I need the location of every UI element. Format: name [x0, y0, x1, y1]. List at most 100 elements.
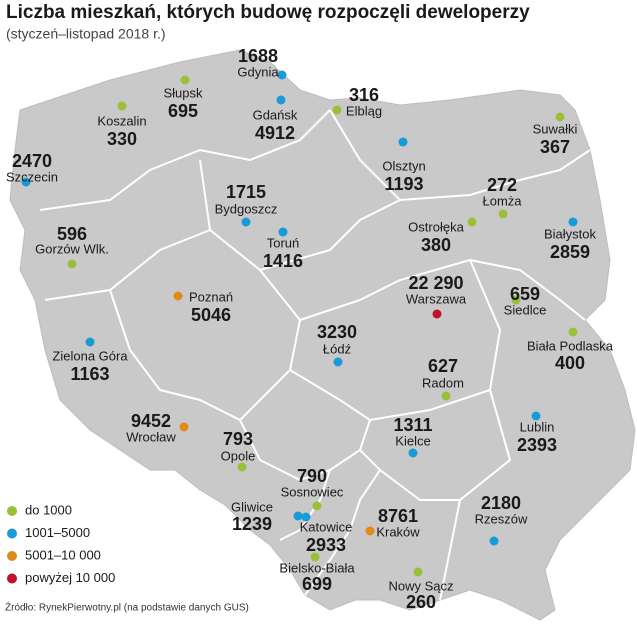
city-dot [413, 567, 423, 577]
city-dot [237, 462, 247, 472]
city-dot [555, 112, 565, 122]
legend-label: 1001–5000 [25, 525, 90, 540]
city-name: Bielsko-Biała [279, 560, 355, 575]
city-name: Katowice [300, 519, 353, 534]
city-value: 1239 [232, 514, 272, 534]
city-name: Gdańsk [253, 107, 298, 122]
city-value: 2933 [306, 535, 346, 555]
city-value: 272 [487, 175, 517, 195]
city-value: 9452 [131, 411, 171, 431]
city-value: 380 [421, 235, 451, 255]
city-name: Gorzów Wlk. [35, 241, 109, 256]
city-value: 793 [223, 429, 253, 449]
legend-label: 5001–10 000 [25, 547, 101, 562]
city-dot [173, 291, 183, 301]
city-name: Opole [221, 448, 256, 463]
city-value: 659 [510, 284, 540, 304]
city-value: 790 [297, 466, 327, 486]
city-value: 1311 [393, 415, 432, 435]
city-dot [67, 259, 77, 269]
city-name: Nowy Sącz [388, 578, 453, 593]
city-dot [241, 217, 251, 227]
city-value: 4912 [255, 123, 295, 143]
legend-dot [7, 506, 17, 516]
city-name: Toruń [267, 235, 300, 250]
city-name: Kraków [376, 524, 420, 539]
city-name: Białystok [544, 226, 597, 241]
city-name: Rzeszów [475, 511, 528, 526]
city-dot [312, 501, 322, 511]
city-value: 695 [168, 101, 198, 121]
city-value: 2470 [12, 151, 52, 171]
city-value: 22 290 [408, 273, 463, 293]
city-value: 1416 [263, 251, 303, 271]
city-name: Bydgoszcz [215, 201, 278, 216]
city-dot [568, 327, 578, 337]
city-name: Koszalin [97, 113, 146, 128]
city-dot [489, 536, 499, 546]
city-dot [301, 512, 311, 522]
city-value: 627 [428, 356, 458, 376]
legend-dot [7, 528, 17, 539]
city-dot [398, 137, 408, 147]
city-name: Radom [422, 375, 464, 390]
city-value: 2180 [481, 493, 521, 513]
city-dot [293, 511, 303, 521]
city-dot [432, 309, 442, 319]
city-dot [276, 95, 286, 105]
city-dot [511, 295, 521, 305]
legend-dot [7, 573, 17, 584]
city-value: 2393 [517, 435, 557, 455]
city-name: Suwałki [533, 121, 578, 136]
city-name: Łódź [323, 341, 351, 356]
city-name: Łomża [482, 193, 522, 208]
city-value: 1163 [70, 364, 109, 384]
source: Źródło: RynekPierwotny.pl (na podstawie … [5, 601, 249, 614]
city-dot [21, 177, 31, 187]
city-name: Poznań [189, 289, 233, 304]
city-dot [310, 552, 320, 562]
city-value: 1688 [238, 46, 278, 66]
city-dot [365, 526, 375, 536]
city-value: 699 [302, 574, 332, 594]
city-dot [179, 422, 189, 432]
title: Liczba mieszkań, których budowę rozpoczę… [6, 2, 530, 23]
city-dot [408, 448, 418, 458]
city-value: 5046 [191, 305, 231, 325]
city-name: Lublin [520, 419, 555, 434]
city-value: 260 [406, 592, 436, 612]
city-dot [117, 101, 127, 111]
city-name: Wrocław [126, 429, 176, 444]
city-dot [333, 357, 343, 367]
city-value: 3230 [317, 322, 357, 342]
city-dot [441, 391, 451, 401]
city-value: 330 [107, 129, 137, 149]
city-name: Ostrołęka [408, 219, 464, 234]
city-dot [278, 227, 288, 237]
legend-dot [7, 551, 17, 561]
city-dot [568, 217, 578, 227]
city-dot [180, 75, 190, 85]
city-value: 400 [555, 353, 585, 373]
city-name: Szczecin [6, 169, 58, 184]
city-name: Gliwice [231, 499, 273, 514]
city-name: Sosnowiec [281, 484, 344, 499]
city-dot [467, 217, 477, 227]
city-value: 1715 [226, 182, 266, 202]
city-name: Biała Podlaska [527, 338, 614, 353]
city-name: Warszawa [406, 291, 467, 306]
city-dot [277, 70, 287, 80]
city-value: 8761 [378, 506, 418, 526]
city-value: 367 [540, 137, 570, 157]
city-dot [332, 105, 342, 115]
city-name: Elbląg [346, 103, 382, 118]
city-value: 2859 [550, 242, 590, 262]
legend-label: do 1000 [25, 502, 72, 517]
city-name: Słupsk [163, 85, 203, 100]
city-name: Gdynia [237, 64, 279, 79]
subtitle: (styczeń–listopad 2018 r.) [6, 26, 166, 42]
city-dot [531, 411, 541, 421]
legend: do 1000 1001–5000 5001–10 000 powyżej 10 00… [7, 502, 115, 585]
